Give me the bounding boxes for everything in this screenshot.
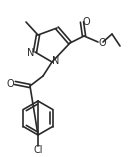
Text: O: O (82, 17, 90, 27)
Text: O: O (6, 79, 14, 89)
Text: O: O (98, 38, 106, 48)
Text: N: N (27, 48, 35, 58)
Text: N: N (52, 56, 60, 66)
Text: Cl: Cl (33, 145, 43, 155)
